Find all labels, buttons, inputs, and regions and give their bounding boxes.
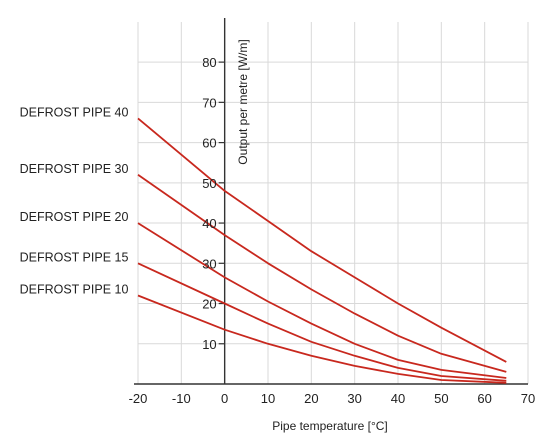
x-tick-label: -10 [172,391,191,406]
y-tick-label: 50 [202,176,216,191]
y-tick-label: 10 [202,337,216,352]
grid [137,22,529,384]
series-line [137,262,507,382]
y-tick-label: 30 [202,256,216,271]
x-axis-title: Pipe temperature [°C] [272,419,388,433]
series-label: DEFROST PIPE 30 [20,162,129,176]
y-tick-label: 40 [202,216,216,231]
y-axis-title: Output per metre [W/m] [236,39,250,164]
series-label: DEFROST PIPE 15 [20,250,129,264]
y-tick-label: 60 [202,136,216,151]
y-tick-label: 70 [202,95,216,110]
y-tick-label: 20 [202,297,216,312]
series-label: DEFROST PIPE 40 [20,105,129,119]
x-tick-label: 40 [391,391,405,406]
series-line [137,222,507,379]
series-labels: DEFROST PIPE 40 DEFROST PIPE 30 DEFROST PI… [20,105,129,296]
series-label: DEFROST PIPE 20 [20,210,129,224]
x-tick-label: 60 [477,391,491,406]
series-line [137,117,507,363]
series-line [137,294,507,384]
x-tick-label: 10 [261,391,275,406]
x-tick-label: 0 [221,391,228,406]
x-tick-labels: -20 -10 0 10 20 30 40 50 60 70 [129,391,536,406]
series-label: DEFROST PIPE 10 [20,282,129,296]
series-lines [137,117,507,384]
x-tick-label: 30 [347,391,361,406]
x-tick-label: 20 [304,391,318,406]
series-line [137,174,507,373]
y-tick-label: 80 [202,55,216,70]
y-tick-labels: 10 20 30 40 50 60 70 80 [202,55,216,352]
x-tick-label: 50 [434,391,448,406]
x-tick-label: -20 [129,391,148,406]
x-tick-label: 70 [521,391,535,406]
axes [134,18,528,385]
